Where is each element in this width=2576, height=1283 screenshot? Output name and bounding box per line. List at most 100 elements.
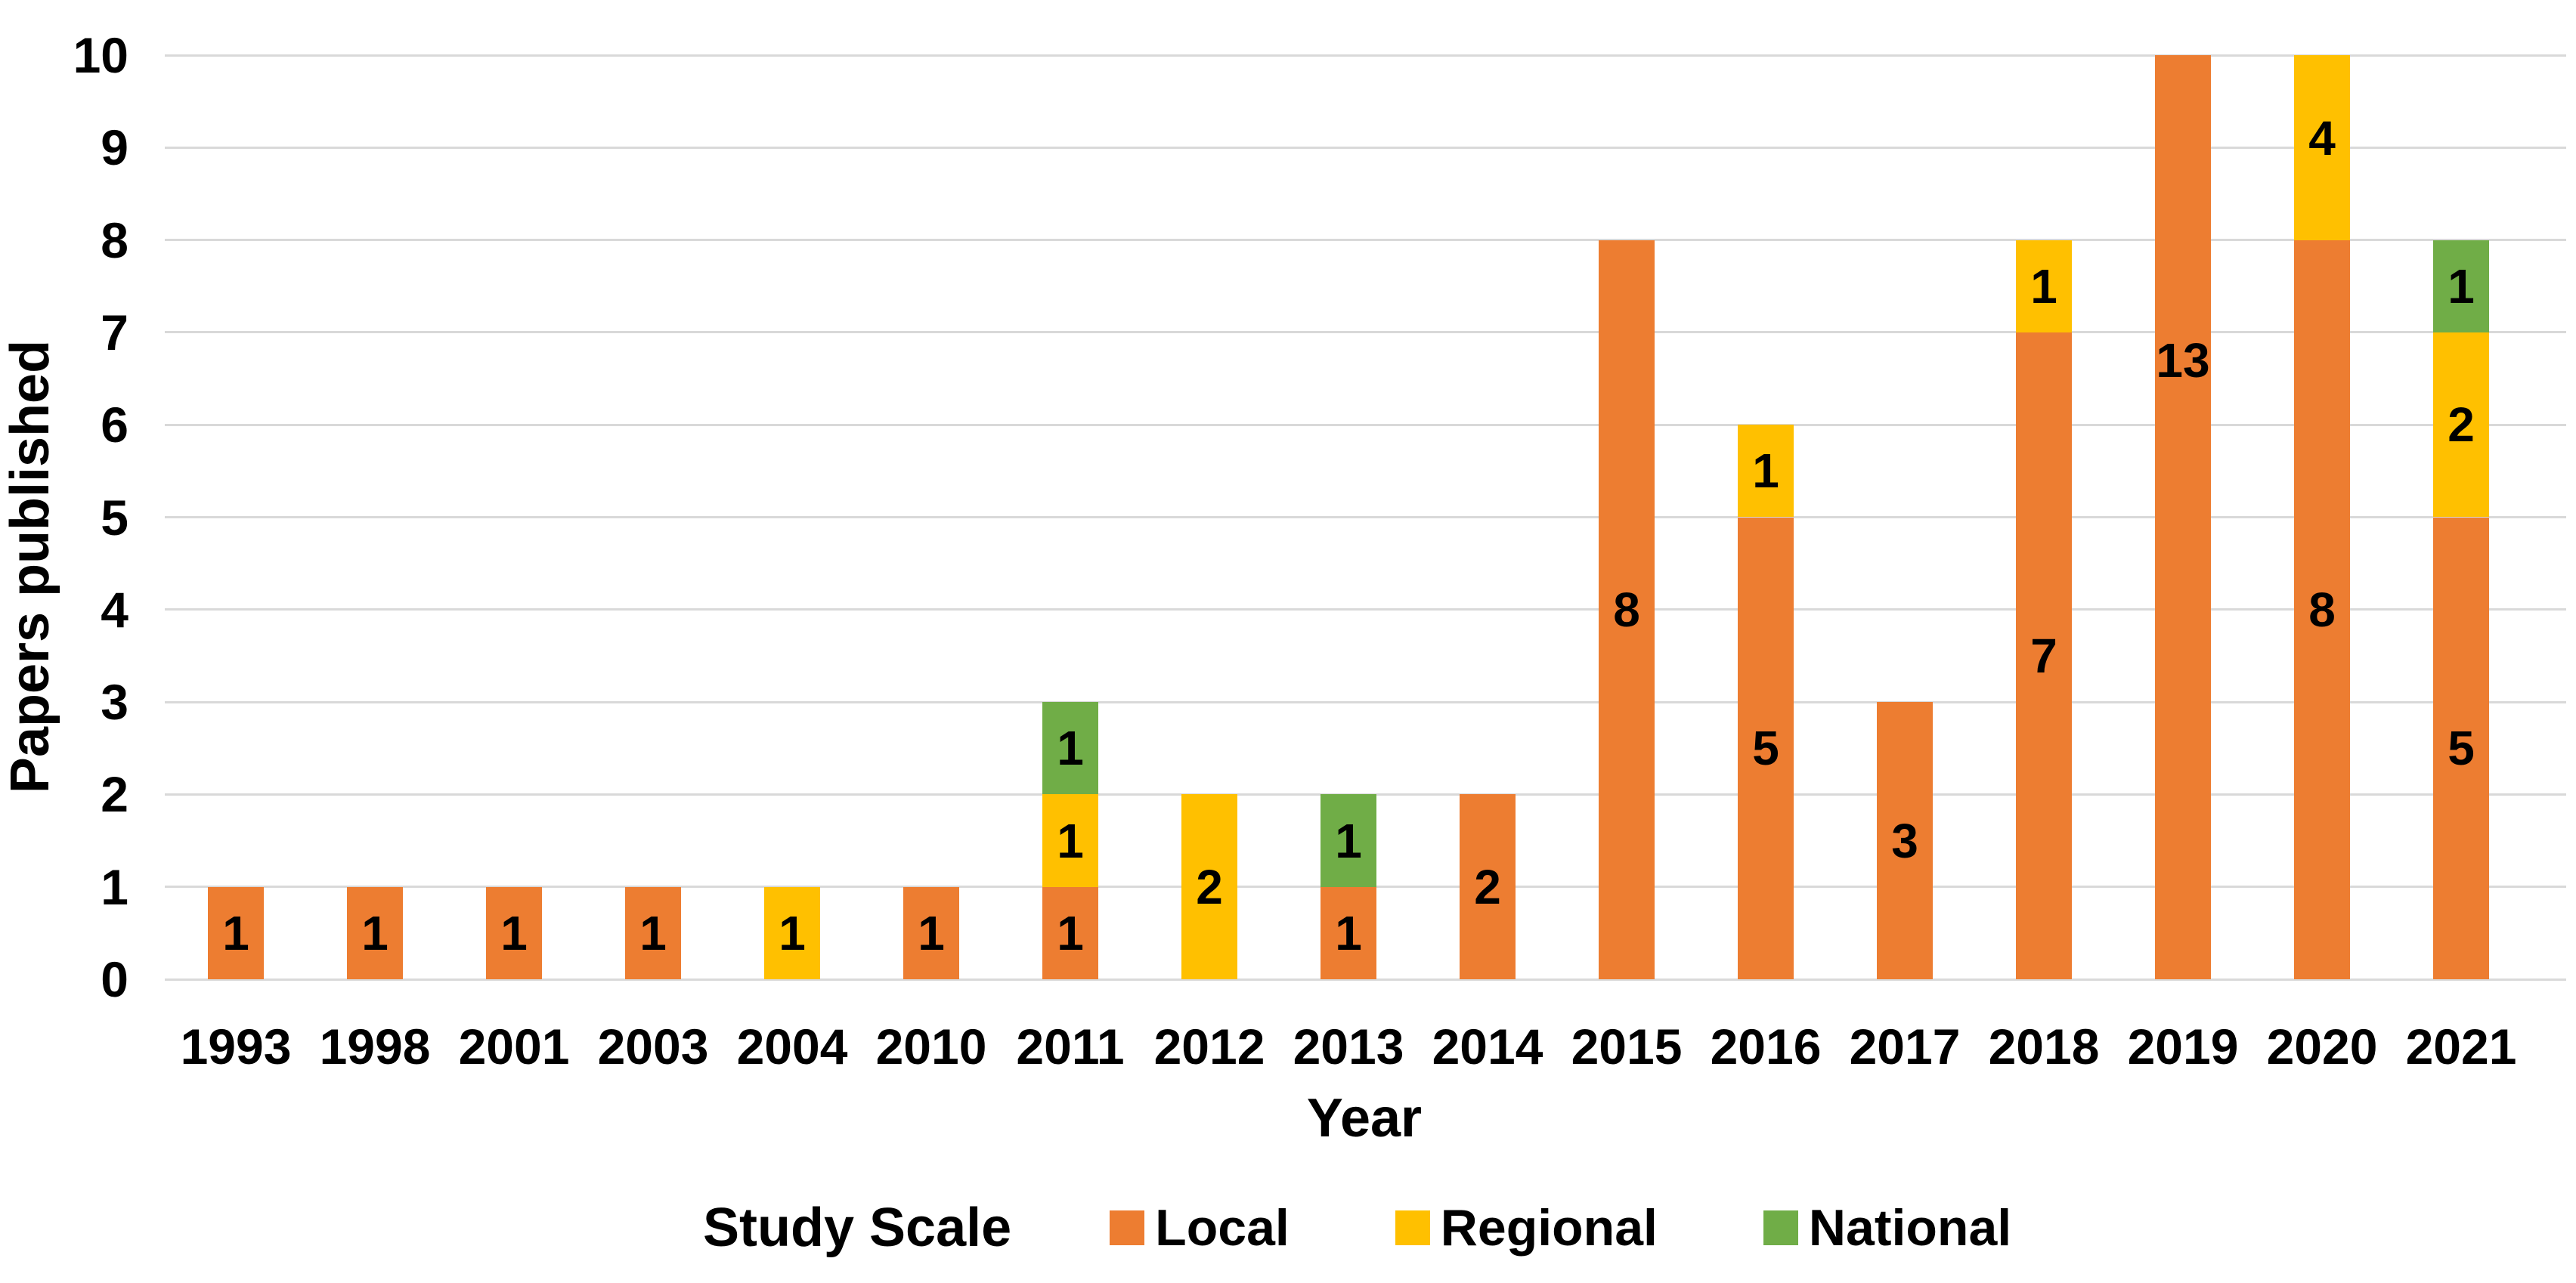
bar-segment-2020-local bbox=[2294, 240, 2350, 979]
bar-segment-2021-national bbox=[2433, 240, 2489, 332]
bar-segment-2010-local bbox=[903, 886, 959, 979]
gridline-y3 bbox=[165, 700, 2566, 703]
bar-segment-2001-local bbox=[486, 886, 542, 979]
bar-segment-2011-regional bbox=[1042, 794, 1098, 887]
x-tick-label-2011: 2011 bbox=[1016, 1019, 1125, 1074]
gridline-y0 bbox=[165, 978, 2566, 981]
x-tick-label-1998: 1998 bbox=[319, 1019, 431, 1074]
legend-label-local: Local bbox=[1155, 1199, 1290, 1257]
bar-segment-2016-local bbox=[1738, 517, 1794, 979]
x-tick-label-2021: 2021 bbox=[2405, 1019, 2517, 1074]
y-tick-label-9: 9 bbox=[101, 119, 128, 176]
x-tick-label-2019: 2019 bbox=[2127, 1019, 2239, 1074]
bar-value-label-2019-local: 13 bbox=[2156, 332, 2210, 388]
bar-segment-2019-local bbox=[2155, 55, 2211, 979]
y-tick-label-8: 8 bbox=[101, 212, 128, 268]
x-tick-label-2010: 2010 bbox=[875, 1019, 987, 1074]
x-axis-title: Year bbox=[1306, 1088, 1423, 1149]
bar-segment-2004-regional bbox=[764, 886, 820, 979]
y-tick-label-5: 5 bbox=[101, 489, 128, 546]
gridline-y7 bbox=[165, 331, 2566, 334]
x-tick-label-2016: 2016 bbox=[1710, 1019, 1822, 1074]
bar-value-label-2013-local: 1 bbox=[1335, 905, 1362, 960]
bar-segment-2011-local bbox=[1042, 886, 1098, 979]
bar-value-label-2018-regional: 1 bbox=[2030, 258, 2057, 314]
gridline-y4 bbox=[165, 608, 2566, 611]
legend-title: Study Scale bbox=[703, 1198, 1012, 1258]
bar-segment-2016-regional bbox=[1738, 425, 1794, 518]
bar-segment-2011-national bbox=[1042, 702, 1098, 795]
bar-segment-2012-regional bbox=[1181, 794, 1237, 979]
bar-segment-2021-local bbox=[2433, 517, 2489, 979]
bar-segment-2021-regional bbox=[2433, 332, 2489, 518]
y-axis-title: Papers published bbox=[0, 339, 60, 794]
y-tick-label-2: 2 bbox=[101, 766, 128, 823]
legend-swatch-local bbox=[1110, 1210, 1145, 1245]
bar-segment-1998-local bbox=[347, 886, 403, 979]
bar-value-label-1993-local: 1 bbox=[222, 905, 249, 960]
legend-item-national: National bbox=[1763, 1198, 2011, 1257]
bar-segment-2015-local bbox=[1599, 240, 1655, 979]
bar-value-label-2015-local: 8 bbox=[1613, 582, 1640, 637]
bar-value-label-1998-local: 1 bbox=[361, 905, 389, 960]
legend-swatch-national bbox=[1763, 1210, 1798, 1245]
gridline-y6 bbox=[165, 423, 2566, 426]
x-tick-label-1993: 1993 bbox=[180, 1019, 292, 1074]
bar-value-label-2011-local: 1 bbox=[1057, 905, 1084, 960]
x-tick-label-2012: 2012 bbox=[1153, 1019, 1265, 1074]
bar-value-label-2020-regional: 4 bbox=[2308, 111, 2336, 166]
bar-value-label-2016-local: 5 bbox=[1752, 721, 1779, 776]
y-tick-label-10: 10 bbox=[73, 27, 128, 83]
gridline-y9 bbox=[165, 146, 2566, 149]
bar-value-label-2018-local: 7 bbox=[2030, 628, 2057, 683]
bar-value-label-2001-local: 1 bbox=[500, 905, 528, 960]
legend-label-regional: Regional bbox=[1440, 1199, 1658, 1257]
legend-label-national: National bbox=[1808, 1199, 2012, 1257]
gridline-y5 bbox=[165, 516, 2566, 518]
bar-value-label-2017-local: 3 bbox=[1891, 813, 1918, 868]
bar-value-label-2011-national: 1 bbox=[1057, 721, 1084, 776]
x-tick-label-2003: 2003 bbox=[597, 1019, 709, 1074]
legend: Study Scale Local Regional National bbox=[703, 1194, 2117, 1262]
bar-value-label-2020-local: 8 bbox=[2308, 582, 2336, 637]
bar-value-label-2016-regional: 1 bbox=[1752, 444, 1779, 499]
bar-segment-2013-local bbox=[1321, 886, 1376, 979]
y-tick-label-3: 3 bbox=[101, 674, 128, 731]
gridline-y8 bbox=[165, 239, 2566, 242]
x-tick-label-2017: 2017 bbox=[1849, 1019, 1961, 1074]
bar-value-label-2021-regional: 2 bbox=[2448, 397, 2475, 453]
bar-segment-2020-regional bbox=[2294, 55, 2350, 240]
bar-value-label-2012-regional: 2 bbox=[1196, 859, 1223, 914]
bar-value-label-2021-local: 5 bbox=[2448, 721, 2475, 776]
y-tick-label-6: 6 bbox=[101, 397, 128, 453]
legend-items: Local Regional National bbox=[1110, 1198, 2117, 1257]
bar-segment-2017-local bbox=[1877, 702, 1933, 979]
x-tick-label-2018: 2018 bbox=[1988, 1019, 2100, 1074]
x-tick-label-2015: 2015 bbox=[1571, 1019, 1683, 1074]
bar-segment-2014-local bbox=[1460, 794, 1516, 979]
gridline-y10 bbox=[165, 54, 2566, 57]
bar-value-label-2011-regional: 1 bbox=[1057, 813, 1084, 868]
x-tick-label-2001: 2001 bbox=[458, 1019, 570, 1074]
bar-segment-2018-regional bbox=[2016, 240, 2072, 332]
legend-item-regional: Regional bbox=[1395, 1198, 1658, 1257]
bar-segment-2018-local bbox=[2016, 332, 2072, 979]
bar-segment-2003-local bbox=[625, 886, 681, 979]
bar-value-label-2014-local: 2 bbox=[1474, 859, 1501, 914]
bar-value-label-2013-national: 1 bbox=[1335, 813, 1362, 868]
y-tick-label-7: 7 bbox=[101, 304, 128, 360]
y-tick-label-0: 0 bbox=[101, 951, 128, 1007]
x-tick-label-2014: 2014 bbox=[1432, 1019, 1543, 1074]
x-tick-label-2004: 2004 bbox=[736, 1019, 848, 1074]
y-tick-label-4: 4 bbox=[101, 581, 128, 638]
bar-segment-2013-national bbox=[1321, 794, 1376, 887]
legend-item-local: Local bbox=[1110, 1198, 1290, 1257]
x-tick-label-2013: 2013 bbox=[1293, 1019, 1404, 1074]
bar-value-label-2003-local: 1 bbox=[639, 905, 667, 960]
bar-segment-1993-local bbox=[208, 886, 264, 979]
y-tick-label-1: 1 bbox=[101, 858, 128, 915]
bar-value-label-2021-national: 1 bbox=[2448, 258, 2475, 314]
legend-swatch-regional bbox=[1395, 1210, 1430, 1245]
bar-value-label-2010-local: 1 bbox=[918, 905, 945, 960]
